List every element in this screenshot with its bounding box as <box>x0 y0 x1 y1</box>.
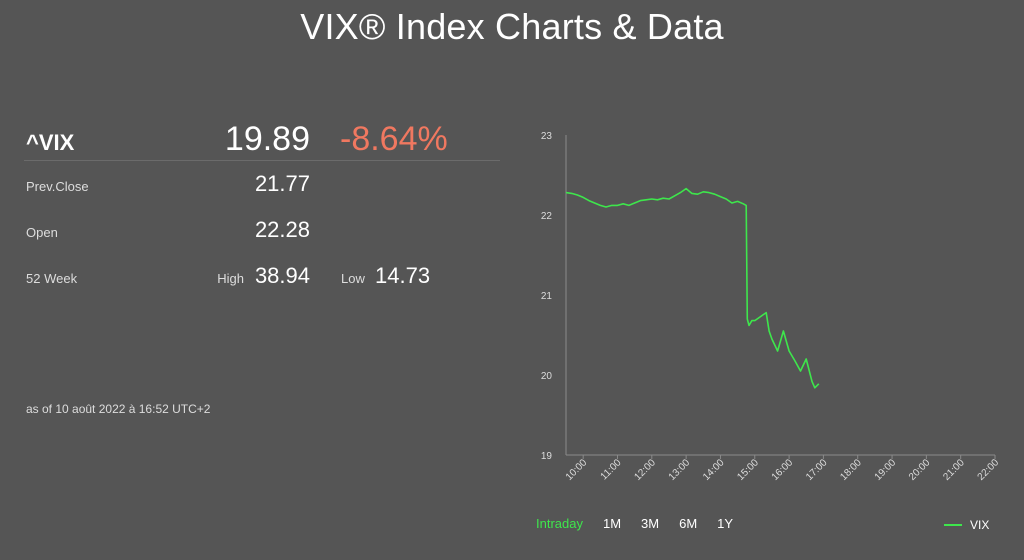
prev-close-value: 21.77 <box>254 171 310 196</box>
vix-intraday-chart: 19 20 21 22 23 10:00 11:00 12:00 13:00 14:00 15:00… <box>541 131 1002 483</box>
series-line-vix <box>565 187 820 389</box>
x-tick-label: 13:00 <box>667 457 693 483</box>
y-tick-label: 22 <box>541 211 553 222</box>
legend-swatch <box>944 524 962 526</box>
x-tick-label: 17:00 <box>804 457 830 483</box>
legend-label-vix: VIX <box>970 518 990 532</box>
prev-close-label: Prev.Close <box>26 179 89 194</box>
range-tab-1y[interactable]: 1Y <box>717 516 734 531</box>
ticker-symbol: ^VIX <box>26 130 75 155</box>
week52-low-label: Low <box>341 271 365 286</box>
range-tab-3m[interactable]: 3M <box>641 516 660 531</box>
as-of-timestamp: as of 10 août 2022 à 16:52 UTC+2 <box>26 402 211 416</box>
open-row: Open 22.28 <box>24 207 500 253</box>
range-tab-6m[interactable]: 6M <box>679 516 698 531</box>
ticker-row: ^VIX 19.89 -8.64% <box>24 118 500 161</box>
y-tick-label: 19 <box>541 451 553 462</box>
x-tick-label: 21:00 <box>941 457 967 483</box>
week52-high-label: High <box>217 271 244 286</box>
x-tick-label: 16:00 <box>770 457 796 483</box>
x-tick-label: 10:00 <box>564 457 590 483</box>
x-tick-label: 12:00 <box>632 457 658 483</box>
x-tick-label: 20:00 <box>907 457 933 483</box>
open-value: 22.28 <box>254 217 310 242</box>
quote-panel: ^VIX 19.89 -8.64% Prev.Close 21.77 Open … <box>24 118 500 299</box>
x-tick-label: 15:00 <box>735 457 761 483</box>
open-label: Open <box>26 225 58 240</box>
change-percent: -8.64% <box>340 120 448 158</box>
week52-high-value: 38.94 <box>254 263 310 288</box>
y-tick-label: 23 <box>541 131 553 142</box>
x-tick-label: 14:00 <box>701 457 727 483</box>
prev-close-row: Prev.Close 21.77 <box>24 161 500 207</box>
week52-label: 52 Week <box>26 271 78 286</box>
chart-area: 19 20 21 22 23 10:00 11:00 12:00 13:00 14:00 15:00… <box>520 120 1020 500</box>
week52-row: 52 Week High 38.94 Low 14.73 <box>24 253 500 299</box>
week52-low-value: 14.73 <box>375 263 431 288</box>
x-tick-label: 22:00 <box>976 457 1002 483</box>
x-tick-label: 11:00 <box>599 457 624 482</box>
page-title: VIX® Index Charts & Data <box>300 6 724 47</box>
y-tick-label: 20 <box>541 371 553 382</box>
range-tabs: Intraday 1M 3M 6M 1Y <box>536 516 733 531</box>
chart-legend[interactable]: VIX <box>944 518 989 532</box>
last-price: 19.89 <box>224 120 310 158</box>
x-tick-label: 18:00 <box>838 457 864 483</box>
x-tick-label: 19:00 <box>873 457 899 483</box>
range-tab-intraday[interactable]: Intraday <box>536 516 583 531</box>
range-tab-1m[interactable]: 1M <box>602 516 622 531</box>
y-tick-label: 21 <box>541 291 553 302</box>
